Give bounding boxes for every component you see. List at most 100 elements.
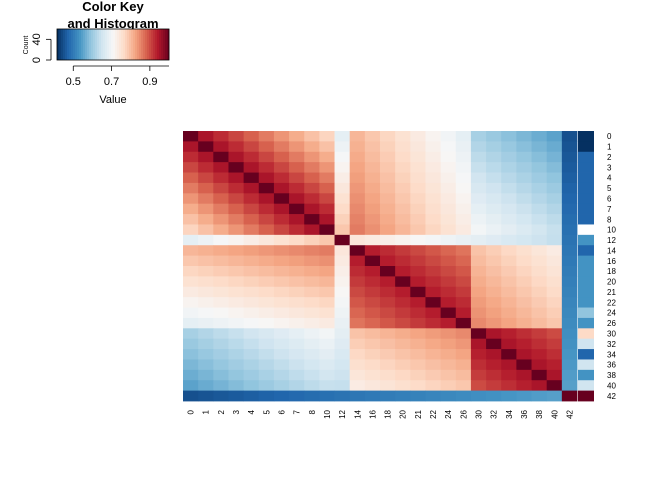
heatmap-cell (395, 245, 411, 257)
column-labels: 0 1 2 3 4 5 6 7 8 10 12 14 16 18 20 21 22 24 26 30 32 34 36 38 4… (187, 409, 575, 418)
heatmap-cell (546, 328, 563, 340)
heatmap-cell (380, 182, 396, 194)
heatmap-cell (470, 286, 487, 298)
heatmap-cell (273, 203, 290, 215)
heatmap-cell (561, 276, 578, 288)
heatmap-cell (334, 276, 351, 288)
heatmap-cell (410, 369, 426, 381)
heatmap-cell (334, 245, 351, 257)
heatmap-cell (243, 380, 260, 392)
heatmap-cell (486, 338, 502, 350)
heatmap-cell (258, 151, 275, 163)
heatmap-cell (243, 328, 260, 340)
heatmap-cell (455, 182, 472, 194)
heatmap-cell (243, 151, 260, 163)
heatmap-cell (243, 307, 260, 319)
heatmap-cell (410, 307, 426, 319)
heatmap-cell (440, 297, 457, 308)
heatmap-cell (395, 307, 411, 319)
heatmap-cell (546, 162, 563, 173)
heatmap-cell (349, 234, 366, 246)
heatmap-cell (319, 151, 335, 163)
heatmap-cell (349, 245, 366, 257)
heatmap-cell (349, 151, 366, 163)
heatmap-cell (304, 359, 320, 371)
heatmap-cell (486, 328, 502, 340)
heatmap-cell (395, 276, 411, 288)
heatmap-cell (501, 224, 517, 236)
heatmap-cell (183, 276, 199, 288)
heatmap-cell (289, 182, 305, 194)
heatmap-cell (440, 245, 457, 257)
heatmap-cell (258, 182, 275, 194)
heatmap-cell (258, 224, 275, 236)
heatmap-cell (380, 349, 396, 360)
heatmap-cell (198, 162, 214, 173)
heatmap-cell (198, 141, 214, 153)
heatmap-cell (243, 234, 260, 246)
heatmap-cell (561, 172, 578, 184)
color-key-swatch (139, 29, 142, 60)
heatmap-cell (213, 307, 229, 319)
heatmap-cell (183, 255, 199, 267)
heatmap-cell (198, 245, 214, 257)
heatmap-cell (258, 369, 275, 381)
heatmap-cell (243, 141, 260, 153)
heatmap-cell (258, 286, 275, 298)
heatmap-cell (213, 162, 229, 173)
heatmap-cell (304, 224, 320, 236)
heatmap-cell (183, 162, 199, 173)
heatmap-cell (183, 380, 199, 392)
heatmap-cell (364, 203, 381, 215)
heatmap-cell (243, 286, 260, 298)
heatmap-cell (319, 214, 335, 225)
side-color-cell (578, 390, 594, 402)
color-key: Color Key and Histogram 0.5 0.7 0.9 0 40 Va… (23, 0, 170, 106)
heatmap-cell (319, 359, 335, 371)
heatmap-cell (486, 131, 502, 142)
heatmap-cell (546, 141, 563, 153)
heatmap-cell (243, 349, 260, 360)
heatmap-cell (440, 151, 457, 163)
color-key-swatch (73, 29, 76, 60)
heatmap-cell (561, 131, 578, 142)
heatmap-cell (213, 266, 229, 277)
color-key-swatch (85, 29, 88, 60)
heatmap-cell (546, 131, 563, 142)
color-key-swatch (113, 29, 116, 60)
heatmap-cell (183, 193, 199, 205)
heatmap-cell (546, 359, 563, 371)
heatmap-cell (455, 369, 472, 381)
heatmap-cell (273, 390, 290, 402)
color-key-swatch (105, 29, 108, 60)
color-key-swatch (77, 29, 80, 60)
heatmap-cell (410, 349, 426, 360)
heatmap-cell (546, 214, 563, 225)
heatmap-cell (273, 328, 290, 340)
color-key-swatch (161, 29, 164, 60)
heatmap-cell (546, 286, 563, 298)
heatmap-cell (395, 380, 411, 392)
heatmap-cell (455, 286, 472, 298)
heatmap-cell (380, 317, 396, 329)
row-label: 40 (607, 381, 616, 390)
heatmap-cell (531, 380, 548, 392)
heatmap-cell (380, 359, 396, 371)
heatmap-cell (546, 203, 563, 215)
column-label: 34 (505, 409, 514, 418)
heatmap-cell (228, 359, 245, 371)
heatmap-cell (213, 131, 229, 142)
heatmap-cell (531, 245, 548, 257)
heatmap-cell (501, 162, 517, 173)
heatmap-cell (425, 131, 442, 142)
heatmap-cell (228, 214, 245, 225)
row-label: 5 (607, 184, 612, 193)
heatmap-cell (289, 297, 305, 308)
heatmap-cell (304, 214, 320, 225)
color-key-swatch (61, 29, 64, 60)
color-key-swatch (107, 29, 110, 60)
side-color-cell (578, 359, 594, 371)
heatmap-cell (440, 390, 457, 402)
heatmap-cell (304, 162, 320, 173)
